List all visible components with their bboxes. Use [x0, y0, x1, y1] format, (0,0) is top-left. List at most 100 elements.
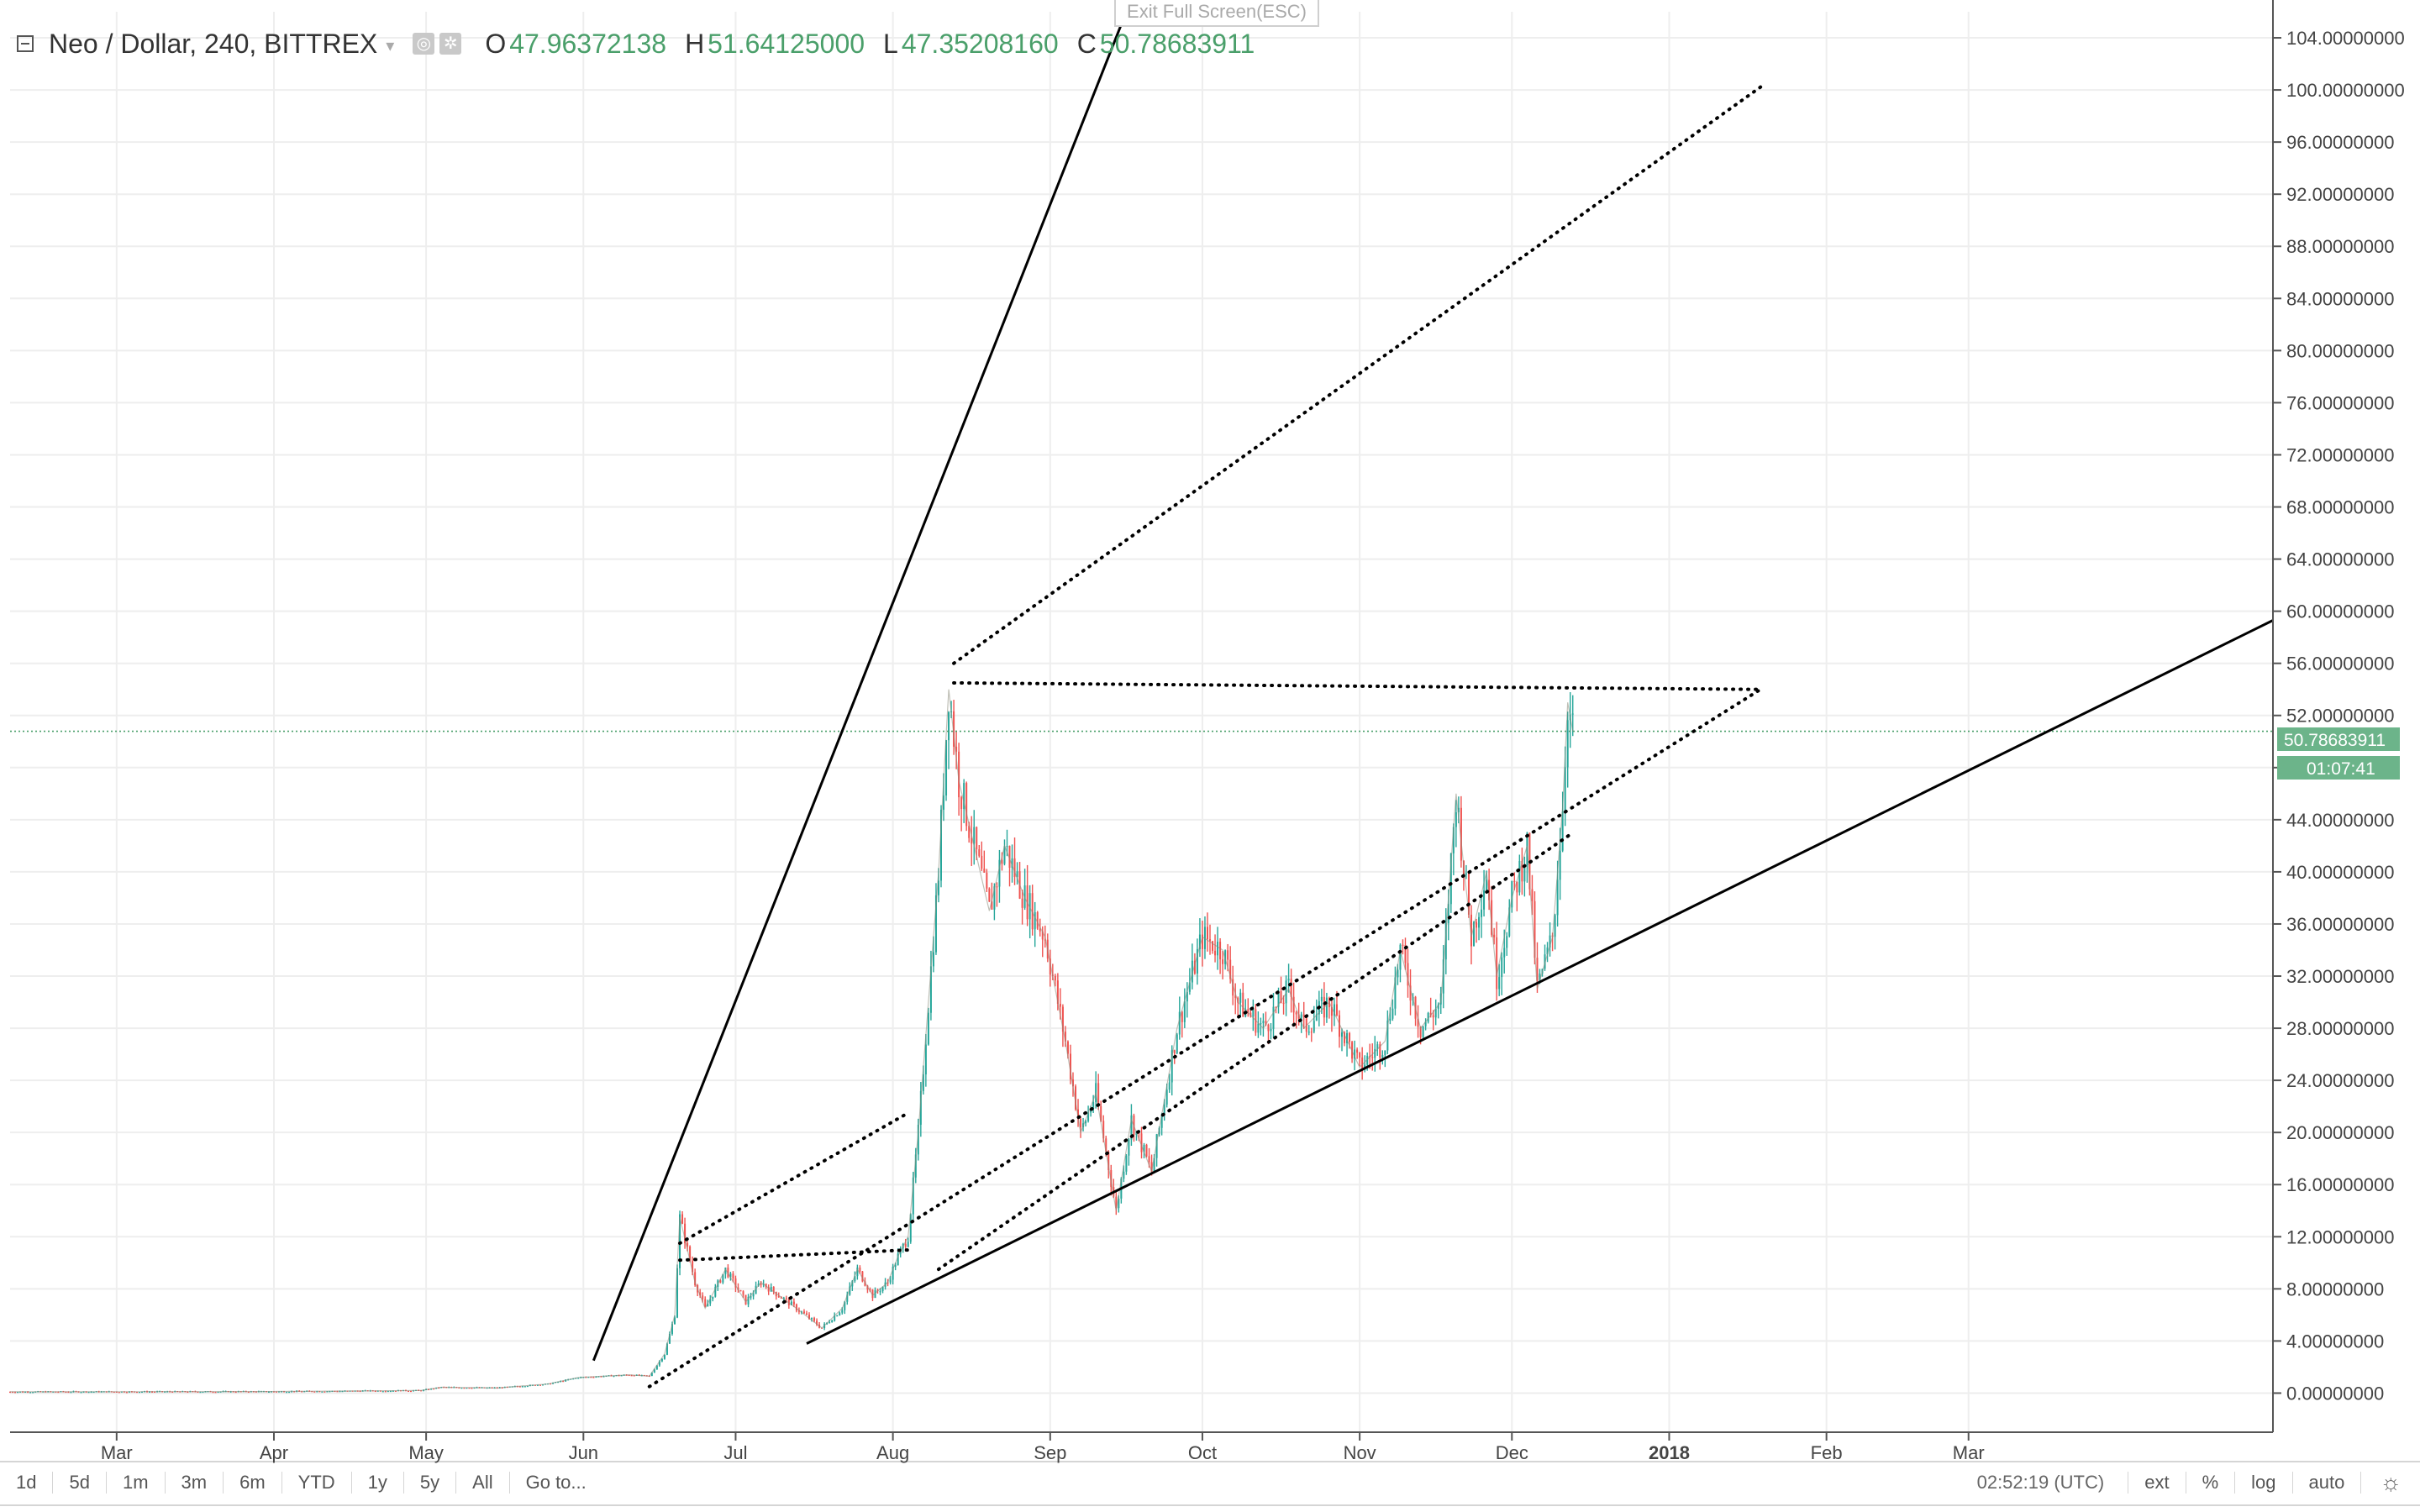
candle-body[interactable] [692, 1261, 694, 1273]
candle-body[interactable] [1257, 1023, 1260, 1033]
candle-body[interactable] [1232, 979, 1234, 996]
candle-body[interactable] [1404, 945, 1407, 963]
candle-body[interactable] [1153, 1158, 1155, 1172]
candle-body[interactable] [889, 1279, 892, 1283]
candle-body[interactable] [734, 1278, 737, 1288]
candle-body[interactable] [1247, 1009, 1249, 1013]
candle-body[interactable] [460, 1388, 463, 1389]
candle-body[interactable] [87, 1391, 90, 1394]
candle-body[interactable] [813, 1318, 816, 1321]
candle-body[interactable] [722, 1273, 724, 1283]
candle-body[interactable] [660, 1358, 663, 1362]
candle-body[interactable] [1163, 1104, 1165, 1115]
candle-body[interactable] [780, 1297, 782, 1299]
candle-body[interactable] [1054, 975, 1056, 981]
candle-body[interactable] [90, 1391, 92, 1394]
candle-body[interactable] [739, 1289, 742, 1292]
candle-body[interactable] [1039, 928, 1041, 932]
candle-body[interactable] [473, 1387, 476, 1389]
candle-body[interactable] [841, 1310, 844, 1313]
candle-body[interactable] [1044, 939, 1046, 941]
candle-body[interactable] [777, 1296, 780, 1298]
candle-body[interactable] [1449, 853, 1452, 905]
candle-body[interactable] [1444, 922, 1447, 960]
candle-body[interactable] [894, 1265, 897, 1267]
candle-body[interactable] [1344, 1032, 1346, 1043]
candle-body[interactable] [1508, 907, 1511, 937]
candle-body[interactable] [288, 1391, 291, 1394]
candle-body[interactable] [389, 1390, 392, 1393]
candle-body[interactable] [12, 1391, 14, 1394]
candle-body[interactable] [1503, 948, 1506, 958]
candle-body[interactable] [154, 1391, 156, 1393]
candle-body[interactable] [909, 1214, 912, 1242]
percent-scale-toggle[interactable]: % [2202, 1472, 2219, 1493]
candle-body[interactable] [1191, 960, 1193, 983]
candle-body[interactable] [562, 1381, 565, 1383]
candle-body[interactable] [1546, 947, 1549, 955]
candle-body[interactable] [1556, 879, 1559, 916]
candle-body[interactable] [521, 1386, 523, 1388]
gear-icon[interactable]: ☼ [2380, 1469, 2402, 1495]
candle-body[interactable] [792, 1301, 795, 1305]
price-series[interactable] [9, 689, 1574, 1394]
candle-body[interactable] [1460, 807, 1462, 861]
candle-body[interactable] [1242, 992, 1244, 1017]
candle-body[interactable] [1229, 959, 1232, 979]
candle-body[interactable] [1523, 865, 1526, 882]
candle-body[interactable] [1262, 1021, 1265, 1024]
candle-body[interactable] [1092, 1102, 1095, 1110]
candle-body[interactable] [988, 888, 991, 902]
trendline-dotted[interactable] [647, 687, 1763, 1389]
candle-body[interactable] [1511, 880, 1513, 908]
candle-body[interactable] [523, 1386, 526, 1388]
candle-body[interactable] [937, 880, 939, 895]
candle-body[interactable] [795, 1304, 797, 1311]
candle-body[interactable] [539, 1384, 541, 1386]
candle-body[interactable] [958, 751, 960, 798]
candle-body[interactable] [1437, 1004, 1439, 1009]
candle-body[interactable] [785, 1298, 787, 1299]
candle-body[interactable] [392, 1390, 394, 1392]
candle-body[interactable] [1075, 1086, 1077, 1110]
candle-body[interactable] [1417, 1018, 1419, 1027]
candle-body[interactable] [518, 1386, 521, 1388]
candle-body[interactable] [70, 1392, 72, 1394]
candle-body[interactable] [324, 1391, 326, 1393]
candle-body[interactable] [286, 1392, 288, 1394]
candle-body[interactable] [939, 809, 942, 881]
candle-body[interactable] [202, 1391, 204, 1394]
candle-body[interactable] [92, 1391, 95, 1394]
candle-body[interactable] [463, 1388, 466, 1389]
candle-body[interactable] [1285, 980, 1287, 1004]
candle-body[interactable] [1407, 963, 1409, 986]
candle-body[interactable] [874, 1289, 876, 1299]
candle-body[interactable] [1267, 1024, 1270, 1032]
goto-button[interactable]: Go to... [525, 1472, 587, 1493]
candle-body[interactable] [1214, 950, 1217, 956]
candle-body[interactable] [1325, 997, 1328, 1018]
candle-body[interactable] [1402, 944, 1404, 946]
candle-body[interactable] [1260, 1023, 1262, 1025]
candle-body[interactable] [948, 711, 950, 741]
candle-body[interactable] [620, 1375, 623, 1377]
candle-body[interactable] [1493, 934, 1496, 937]
candle-body[interactable] [1442, 959, 1444, 994]
candle-body[interactable] [1115, 1196, 1118, 1209]
candle-body[interactable] [199, 1391, 202, 1394]
candle-body[interactable] [1539, 973, 1541, 981]
candle-body[interactable] [1531, 889, 1534, 901]
candle-body[interactable] [1013, 858, 1016, 878]
utc-clock[interactable]: 02:52:19 (UTC) [1976, 1472, 2105, 1493]
candle-body[interactable] [1173, 1050, 1176, 1053]
candle-body[interactable] [744, 1294, 747, 1305]
candle-body[interactable] [1486, 879, 1488, 890]
candle-body[interactable] [1488, 879, 1491, 900]
candle-body[interactable] [384, 1391, 387, 1393]
candle-body[interactable] [1209, 939, 1212, 942]
candle-body[interactable] [1374, 1048, 1376, 1058]
candle-body[interactable] [808, 1315, 811, 1319]
candle-body[interactable] [996, 886, 998, 888]
candle-body[interactable] [907, 1242, 909, 1247]
candle-body[interactable] [856, 1268, 859, 1277]
